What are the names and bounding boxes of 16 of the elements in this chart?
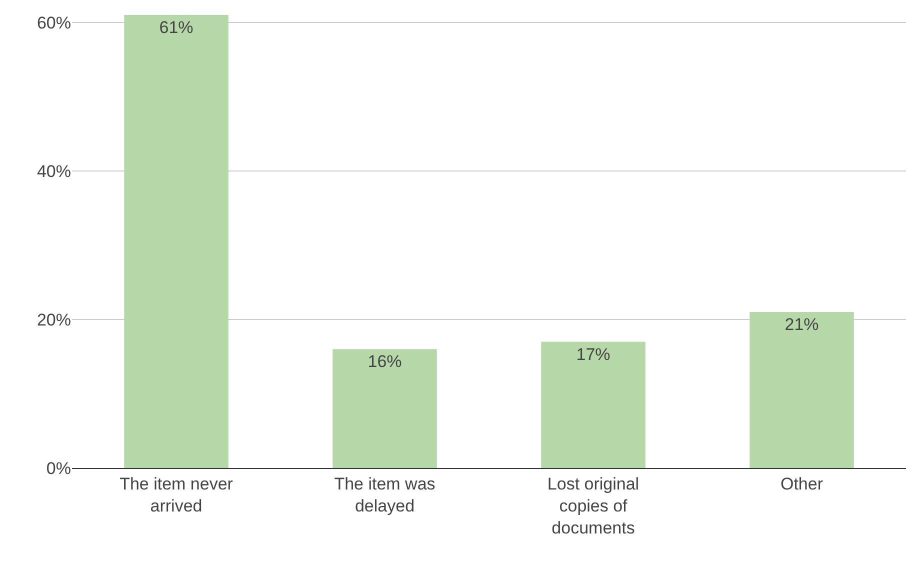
data-label: 16%	[368, 352, 402, 372]
bar	[332, 349, 437, 468]
y-tick-label: 20%	[36, 310, 71, 330]
x-tick-label: Lost original copies of documents	[547, 474, 640, 538]
bar	[750, 312, 854, 468]
y-tick-label: 60%	[36, 13, 71, 32]
x-tick-label: The item never arrived	[120, 474, 234, 516]
data-label: 17%	[576, 344, 610, 364]
bar	[541, 342, 646, 468]
data-label: 61%	[159, 18, 194, 37]
bar	[124, 15, 228, 468]
x-tick-label: Other	[780, 474, 824, 494]
y-tick-label: 0%	[46, 458, 71, 478]
x-tick-label: The item was delayed	[334, 474, 436, 516]
y-tick-label: 40%	[36, 162, 71, 181]
data-label: 21%	[784, 315, 819, 334]
